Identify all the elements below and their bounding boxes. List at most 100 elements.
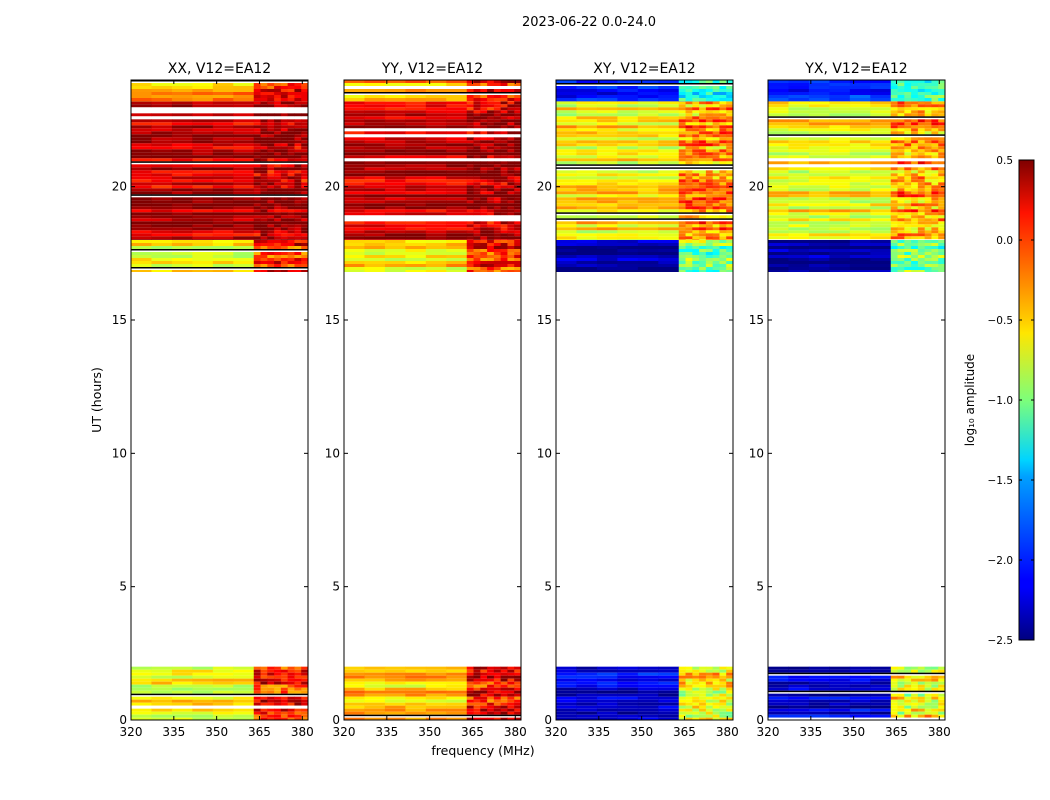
heatmap-cell	[917, 699, 926, 703]
heatmap-cell	[487, 113, 495, 117]
heatmap-cell	[274, 152, 282, 156]
heatmap-cell	[487, 137, 495, 141]
heatmap-cell	[658, 155, 680, 159]
heatmap-cell	[473, 702, 481, 706]
heatmap-cell	[493, 243, 502, 246]
heatmap-cell	[280, 666, 289, 670]
heatmap-cell	[131, 239, 152, 240]
y-tick-label: 5	[332, 580, 340, 594]
heatmap-cell	[405, 681, 427, 685]
heatmap-cell	[726, 224, 734, 228]
heatmap-cell	[705, 113, 714, 117]
heatmap-cell	[212, 239, 234, 240]
heatmap-cell	[897, 678, 905, 682]
heatmap-cell	[253, 173, 261, 177]
heatmap-cell	[384, 95, 406, 98]
heatmap-cell	[788, 101, 810, 105]
heatmap-cell	[344, 116, 365, 120]
heatmap-cell	[685, 128, 693, 132]
heatmap-cell	[678, 188, 686, 192]
heatmap-cell	[788, 155, 810, 159]
x-tick-label: 335	[375, 725, 398, 739]
heatmap-cell	[829, 125, 851, 129]
heatmap-cell	[425, 176, 447, 180]
heatmap-cell	[131, 176, 152, 180]
heatmap-cell	[253, 149, 261, 153]
heatmap-cell	[344, 137, 365, 141]
heatmap-cell	[233, 702, 255, 706]
heatmap-cell	[788, 666, 810, 670]
heatmap-cell	[267, 98, 275, 101]
heatmap-cell	[576, 215, 598, 219]
heatmap-cell	[260, 200, 268, 204]
heatmap-cell	[151, 233, 173, 237]
heatmap-cell	[487, 711, 495, 715]
heatmap-cell	[699, 264, 707, 267]
heatmap-cell	[699, 240, 707, 243]
heatmap-cell	[692, 131, 700, 135]
heatmap-cell	[911, 236, 919, 240]
heatmap-cell	[301, 128, 309, 132]
heatmap-cell	[931, 194, 939, 198]
heatmap-cell	[719, 92, 727, 95]
heatmap-cell	[233, 179, 255, 183]
heatmap-cell	[768, 240, 789, 243]
heatmap-cell	[507, 101, 515, 105]
heatmap-cell	[596, 134, 618, 138]
heatmap-cell	[212, 252, 234, 255]
heatmap-cell	[897, 230, 905, 234]
heatmap-cell	[637, 95, 659, 98]
heatmap-cell	[870, 708, 892, 712]
heatmap-cell	[931, 146, 939, 150]
heatmap-cell	[405, 161, 427, 165]
heatmap-cell	[274, 669, 282, 673]
heatmap-cell	[294, 140, 302, 144]
heatmap-cell	[726, 116, 734, 120]
heatmap-cell	[500, 170, 508, 174]
heatmap-cell	[556, 678, 577, 682]
heatmap-cell	[829, 678, 851, 682]
heatmap-cell	[692, 89, 700, 92]
heatmap-cell	[556, 185, 577, 189]
heatmap-cell	[637, 137, 659, 141]
heatmap-cell	[911, 227, 919, 231]
heatmap-cell	[233, 170, 255, 174]
heatmap-cell	[897, 702, 905, 706]
heatmap-cell	[287, 212, 295, 216]
heatmap-cell	[658, 699, 680, 703]
heatmap-cell	[274, 218, 282, 222]
heatmap-cell	[712, 675, 720, 679]
heatmap-cell	[911, 711, 919, 715]
heatmap-cell	[637, 261, 659, 264]
heatmap-cell	[617, 89, 639, 92]
heatmap-cell	[384, 258, 406, 261]
heatmap-cell	[911, 143, 919, 147]
heatmap-cell	[938, 173, 946, 177]
heatmap-cell	[788, 215, 810, 219]
heatmap-cell	[556, 696, 577, 700]
heatmap-cell	[938, 230, 946, 234]
heatmap-cell	[344, 83, 365, 86]
heatmap-cell	[712, 134, 720, 138]
heatmap-cell	[487, 206, 495, 210]
heatmap-cell	[726, 236, 734, 240]
heatmap-cell	[487, 690, 495, 694]
heatmap-cell	[507, 113, 515, 117]
heatmap-cell	[405, 678, 427, 682]
heatmap-cell	[658, 86, 680, 89]
heatmap-cell	[487, 104, 495, 108]
heatmap-cell	[911, 209, 919, 213]
heatmap-cell	[212, 98, 234, 101]
heatmap-cell	[480, 243, 488, 246]
heatmap-cell	[685, 116, 693, 120]
heatmap-cell	[719, 200, 727, 204]
heatmap-cell	[685, 227, 693, 231]
heatmap-cell	[131, 209, 152, 213]
heatmap-cell	[344, 252, 365, 255]
heatmap-cell	[931, 125, 939, 129]
heatmap-cell	[267, 152, 275, 156]
heatmap-cell	[280, 246, 289, 249]
heatmap-cell	[192, 164, 214, 168]
heatmap-cell	[658, 705, 680, 709]
heatmap-cell	[500, 681, 508, 685]
